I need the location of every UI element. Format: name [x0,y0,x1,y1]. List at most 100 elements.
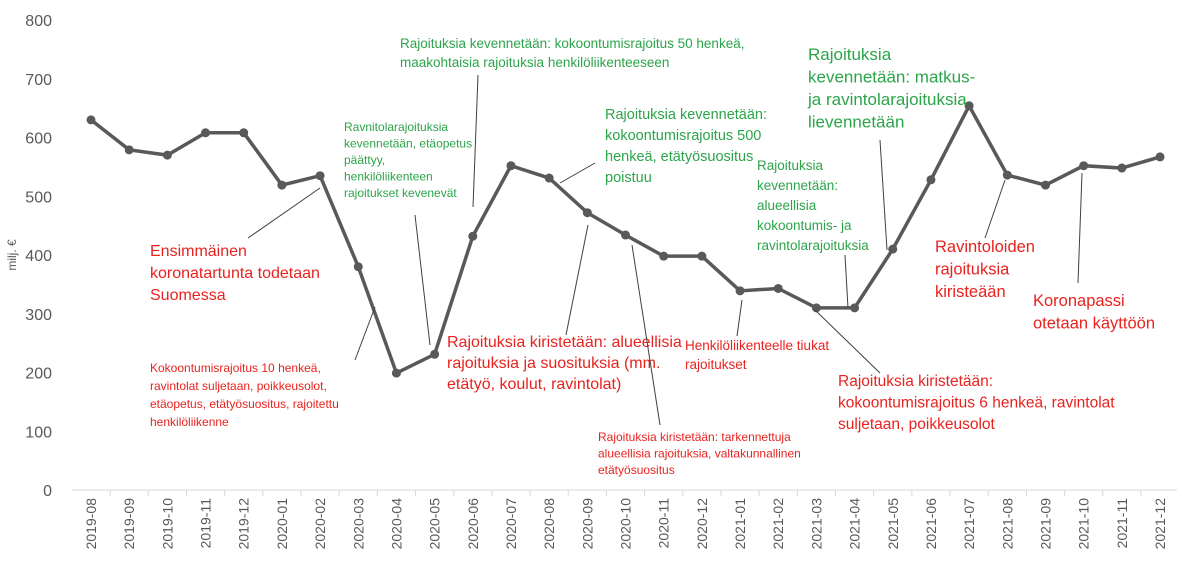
x-tick-label: 2021-12 [1152,498,1168,550]
data-point [1155,152,1165,162]
data-point [1117,163,1127,173]
annotation-text: ravintolat suljetaan, poikkeusolot, [150,379,327,393]
data-point [430,349,440,359]
annotation-text: kevennetään: matkus- [808,68,975,87]
annotation-text: Rajoituksia kiristetään: alueellisia [447,334,682,351]
annotation-text: rajoitukset [685,357,747,372]
x-tick-label: 2020-02 [312,498,328,550]
annotation-text: otetaan käyttöön [1033,315,1155,333]
x-tick-label: 2021-05 [885,498,901,550]
leader-line [814,309,881,374]
annotation-text: henkeä, etätyösuositus [605,149,753,165]
data-point [621,230,631,240]
x-tick-label: 2021-01 [732,498,748,550]
y-tick-label: 600 [25,131,52,148]
annotation-text: Suomessa [150,287,226,304]
x-tick-label: 2021-02 [770,498,786,550]
y-tick-label: 0 [43,483,52,500]
y-tick-label: 200 [25,366,52,383]
data-point [735,286,745,296]
annotation-text: etätyösuositus [598,463,675,477]
annotation-text: poistuu [605,170,652,186]
annotation-text: kokoontumis- ja [757,218,852,233]
data-point [773,283,783,293]
leader-line [472,74,479,208]
leader-line [247,187,321,239]
x-tick-label: 2021-09 [1038,498,1054,550]
x-tick-label: 2021-07 [961,498,977,550]
annotation-text: etätyö, koulut, ravintolat) [447,376,621,393]
x-tick-label: 2021-04 [847,498,863,550]
annotation-text: kevennetään, etäopetus [344,137,472,151]
leader-line [565,224,589,336]
data-point [201,128,211,138]
annotation-text: etäopetus, etätyösuositus, rajoitettu [150,397,339,411]
y-tick-label: 100 [25,424,52,441]
y-tick-label: 700 [25,72,52,89]
annotation-text: maakohtaisia rajoituksia henkilöliikente… [400,55,669,70]
annotation-text: ja ravintolarajoituksia [807,90,967,109]
annotation-text: Rajoituksia kiristetään: tarkennettuja [598,430,791,444]
data-point [888,244,898,254]
annotation-text: henkilöliikenne [150,415,229,429]
x-tick-label: 2020-10 [618,498,634,550]
x-tick-label: 2020-06 [465,498,481,550]
annotation-text: alueellisia rajoituksia, valtakunnalline… [598,447,801,461]
annotation-text: Koronapassi [1033,292,1125,310]
x-tick-label: 2021-06 [923,498,939,550]
annotation-text: Rajoituksia kiristetään: [838,373,993,390]
data-point [1041,180,1050,190]
annotation-text: alueellisia [757,198,817,213]
x-tick-label: 2019-11 [198,498,214,549]
annotation-text: rajoituksia ja suosituksia (mm. [447,355,660,372]
leader-line [984,179,1006,239]
leader-line [559,162,596,184]
annotation-text: Ensimmäinen [150,243,247,260]
annotation-text: Kokoontumisrajoitus 10 henkeä, [150,361,321,375]
y-axis-label: milj. € [5,239,19,271]
annotation-text: Rajoituksia kevennetään: kokoontumisrajo… [400,36,744,51]
annotation-text: päättyy, [344,153,385,167]
leader-line [414,214,431,346]
leader-line [844,254,849,309]
data-point [582,208,592,218]
annotation-text: Rajoituksia [757,158,824,173]
data-point [926,175,936,185]
data-point [964,101,974,111]
y-tick-label: 400 [25,248,52,265]
annotation-text: kokoontumisrajoitus 500 [605,128,761,144]
annotation-text: kokoontumisrajoitus 6 henkeä, ravintolat [838,395,1115,412]
x-tick-label: 2020-09 [579,498,595,550]
annotation-text: ravintolarajoituksia [757,238,869,253]
annotation-text: koronatartunta todetaan [150,265,320,282]
data-point [86,115,96,125]
data-point [811,303,821,313]
annotation-text: kevennetään: [757,178,838,193]
annotation-text: rajoitukset kevenevät [344,186,457,200]
data-point [468,231,478,241]
annotation-text: kiristeään [935,283,1006,301]
x-tick-label: 2020-04 [388,498,404,550]
x-tick-label: 2021-11 [1114,498,1130,549]
data-point [1079,161,1089,171]
leader-line [354,306,376,361]
x-tick-label: 2020-11 [656,498,672,549]
data-point [315,171,325,181]
annotation-text: Henkilöliikenteelle tiukat [685,338,829,353]
leader-line [1077,172,1083,284]
annotation-text: Ravintoloiden [935,238,1035,256]
x-tick-label: 2019-12 [236,498,252,550]
annotation-text: suljetaan, poikkeusolot [838,416,996,433]
data-point [277,180,287,190]
y-tick-label: 500 [25,189,52,206]
leader-line [631,244,661,426]
x-tick-label: 2021-08 [999,498,1015,550]
annotation-text: Rajoituksia kevennetään: [605,107,767,123]
data-point [850,303,860,313]
annotation-text: lievennetään [808,113,904,132]
annotation-text: rajoituksia [935,261,1010,279]
x-tick-label: 2019-09 [121,498,137,550]
x-tick-label: 2020-01 [274,498,290,550]
x-tick-label: 2020-05 [427,498,443,550]
